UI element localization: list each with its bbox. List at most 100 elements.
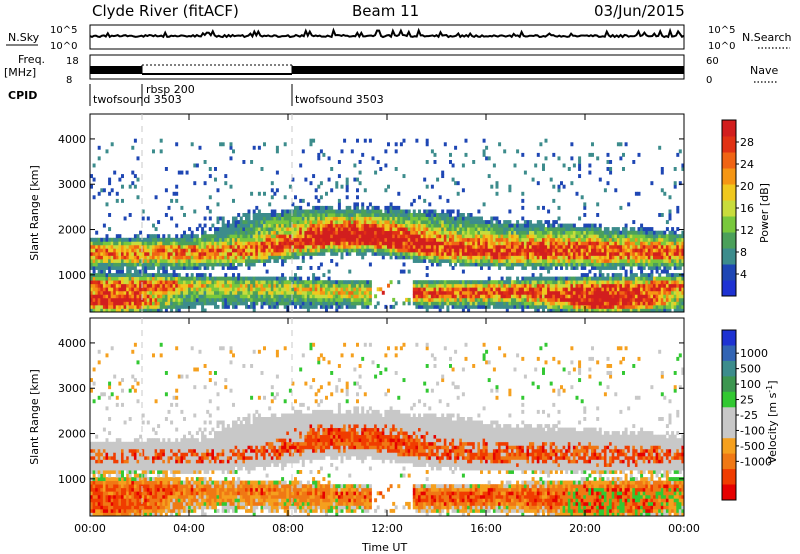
power-cell [270, 241, 274, 246]
power-cell [175, 273, 179, 278]
power-cell [149, 262, 153, 267]
power-cell [273, 213, 277, 217]
power-cell [601, 259, 605, 263]
power-cell [498, 280, 502, 285]
power-cell [446, 241, 450, 246]
power-cell [353, 248, 357, 253]
power-cell [420, 287, 424, 292]
power-cell [317, 244, 321, 249]
power-cell [539, 237, 543, 242]
power-cell [224, 301, 228, 306]
power-cell [399, 230, 403, 235]
power-cell [441, 230, 445, 235]
power-cell [487, 223, 491, 228]
power-cell [252, 294, 256, 299]
power-cell [247, 241, 251, 246]
power-cell [585, 283, 589, 288]
power-cell [203, 160, 207, 164]
power-cell [348, 290, 352, 295]
power-cell [405, 230, 409, 235]
power-cell [622, 241, 625, 246]
power-cell [304, 304, 308, 309]
power-cell [126, 280, 130, 285]
power-cell [418, 294, 421, 299]
power-cell [358, 181, 362, 186]
power-cell [332, 227, 336, 232]
power-cell [144, 308, 148, 313]
power-cell [521, 234, 525, 239]
power-cell [627, 294, 631, 299]
power-cell [384, 149, 388, 154]
power-cell [539, 244, 543, 249]
power-cell [159, 259, 163, 263]
power-cell [255, 255, 259, 260]
power-cell [557, 188, 561, 193]
power-cell [423, 230, 427, 235]
power-cell [252, 262, 256, 267]
power-cell [588, 223, 592, 228]
power-cell [193, 244, 197, 249]
power-cell [288, 227, 292, 232]
power-cell [245, 259, 248, 263]
power-cell [603, 251, 607, 256]
power-cell [268, 287, 272, 292]
power-cell [183, 283, 186, 288]
power-cell [265, 237, 269, 242]
power-cell [567, 255, 571, 260]
power-cell [121, 308, 124, 313]
power-cell [384, 244, 388, 249]
power-cell [221, 259, 225, 263]
power-cell [245, 262, 248, 267]
power-cell [632, 255, 636, 260]
power-cell [152, 301, 155, 306]
power-cell [438, 227, 442, 232]
power-cell [394, 255, 398, 260]
power-cell [614, 248, 618, 253]
power-cell [131, 241, 135, 246]
power-cell [529, 280, 532, 285]
power-cell [379, 251, 383, 256]
power-cell [572, 251, 576, 256]
power-cell [180, 251, 184, 256]
power-cell [172, 290, 176, 295]
power-cell [358, 251, 362, 256]
power-cell [144, 287, 148, 292]
power-cell [270, 304, 274, 309]
power-cell [536, 304, 540, 309]
power-cell [523, 227, 527, 232]
power-cell [250, 304, 254, 309]
power-cell [126, 276, 130, 281]
power-cell [198, 294, 202, 299]
power-cell [203, 255, 207, 260]
power-cell [609, 287, 613, 292]
power-cell [332, 220, 336, 225]
power-cell [149, 283, 153, 288]
power-cell [585, 308, 589, 313]
power-cell [335, 234, 339, 239]
power-cell [363, 287, 367, 292]
power-cell [412, 216, 416, 221]
power-cell [232, 301, 235, 306]
power-cell [275, 255, 279, 260]
power-cell [634, 248, 638, 253]
power-cell [162, 276, 166, 281]
power-cell [588, 251, 592, 256]
power-cell [591, 152, 594, 157]
power-cell [255, 290, 259, 295]
power-cell [265, 290, 269, 295]
power-cell [614, 255, 618, 260]
power-cell [585, 237, 589, 242]
power-cell [221, 142, 225, 147]
power-cell [312, 273, 316, 278]
power-cell [167, 255, 171, 260]
power-cell [180, 287, 184, 292]
power-cell [407, 213, 411, 217]
power-cell [467, 241, 471, 246]
power-cell [263, 276, 266, 281]
power-cell [642, 287, 646, 292]
power-cell [113, 237, 117, 242]
power-cell [379, 287, 383, 292]
power-cell [603, 262, 607, 267]
power-cell [521, 283, 525, 288]
power-cell [317, 248, 321, 253]
